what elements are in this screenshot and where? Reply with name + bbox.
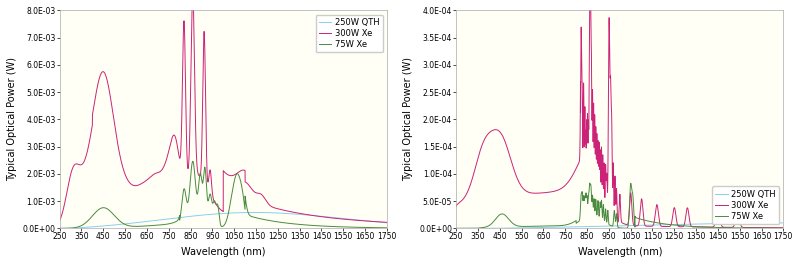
300W Xe bbox=[55, 219, 65, 222]
300W Xe bbox=[382, 221, 392, 224]
250W QTH bbox=[382, 221, 392, 224]
250W QTH bbox=[262, 211, 272, 214]
75W Xe bbox=[262, 219, 272, 222]
250W QTH bbox=[645, 224, 654, 227]
75W Xe bbox=[585, 181, 594, 185]
75W Xe bbox=[645, 220, 654, 223]
250W QTH bbox=[55, 227, 65, 230]
75W Xe bbox=[298, 223, 307, 226]
75W Xe bbox=[694, 225, 703, 228]
250W QTH bbox=[711, 222, 721, 225]
75W Xe bbox=[55, 227, 65, 230]
Line: 75W Xe: 75W Xe bbox=[456, 183, 783, 228]
250W QTH bbox=[315, 215, 325, 218]
75W Xe bbox=[468, 227, 478, 230]
Line: 300W Xe: 300W Xe bbox=[60, 0, 387, 222]
75W Xe bbox=[174, 218, 183, 221]
300W Xe bbox=[174, 149, 183, 152]
250W QTH bbox=[694, 222, 703, 225]
X-axis label: Wavelength (nm): Wavelength (nm) bbox=[578, 247, 662, 257]
Line: 75W Xe: 75W Xe bbox=[60, 161, 387, 228]
Legend: 250W QTH, 300W Xe, 75W Xe: 250W QTH, 300W Xe, 75W Xe bbox=[315, 15, 382, 53]
250W QTH bbox=[71, 226, 81, 229]
250W QTH bbox=[570, 225, 579, 228]
300W Xe bbox=[694, 225, 703, 229]
Legend: 250W QTH, 300W Xe, 75W Xe: 250W QTH, 300W Xe, 75W Xe bbox=[712, 186, 779, 224]
300W Xe bbox=[645, 225, 654, 228]
75W Xe bbox=[382, 226, 392, 229]
250W QTH bbox=[659, 223, 669, 227]
75W Xe bbox=[711, 226, 721, 229]
250W QTH bbox=[249, 211, 258, 214]
75W Xe bbox=[570, 220, 579, 223]
300W Xe bbox=[570, 170, 579, 173]
Y-axis label: Typical Optical Power (W): Typical Optical Power (W) bbox=[403, 57, 414, 181]
250W QTH bbox=[737, 221, 746, 224]
250W QTH bbox=[468, 227, 478, 230]
75W Xe bbox=[188, 160, 198, 163]
Line: 250W QTH: 250W QTH bbox=[60, 213, 387, 228]
Y-axis label: Typical Optical Power (W): Typical Optical Power (W) bbox=[7, 57, 17, 181]
75W Xe bbox=[659, 222, 669, 225]
300W Xe bbox=[298, 212, 307, 215]
250W QTH bbox=[778, 221, 788, 224]
250W QTH bbox=[174, 216, 183, 219]
Line: 300W Xe: 300W Xe bbox=[456, 0, 783, 228]
300W Xe bbox=[468, 176, 478, 179]
Line: 250W QTH: 250W QTH bbox=[456, 223, 783, 228]
300W Xe bbox=[451, 205, 461, 208]
75W Xe bbox=[315, 224, 325, 228]
75W Xe bbox=[71, 226, 81, 229]
300W Xe bbox=[71, 162, 81, 166]
300W Xe bbox=[262, 201, 272, 204]
250W QTH bbox=[298, 213, 307, 216]
75W Xe bbox=[778, 227, 788, 230]
75W Xe bbox=[249, 215, 258, 219]
X-axis label: Wavelength (nm): Wavelength (nm) bbox=[181, 247, 266, 257]
300W Xe bbox=[315, 215, 325, 218]
250W QTH bbox=[250, 211, 259, 214]
75W Xe bbox=[451, 227, 461, 230]
250W QTH bbox=[451, 227, 461, 230]
300W Xe bbox=[778, 226, 788, 229]
300W Xe bbox=[711, 216, 721, 219]
300W Xe bbox=[249, 189, 258, 192]
300W Xe bbox=[659, 225, 669, 228]
